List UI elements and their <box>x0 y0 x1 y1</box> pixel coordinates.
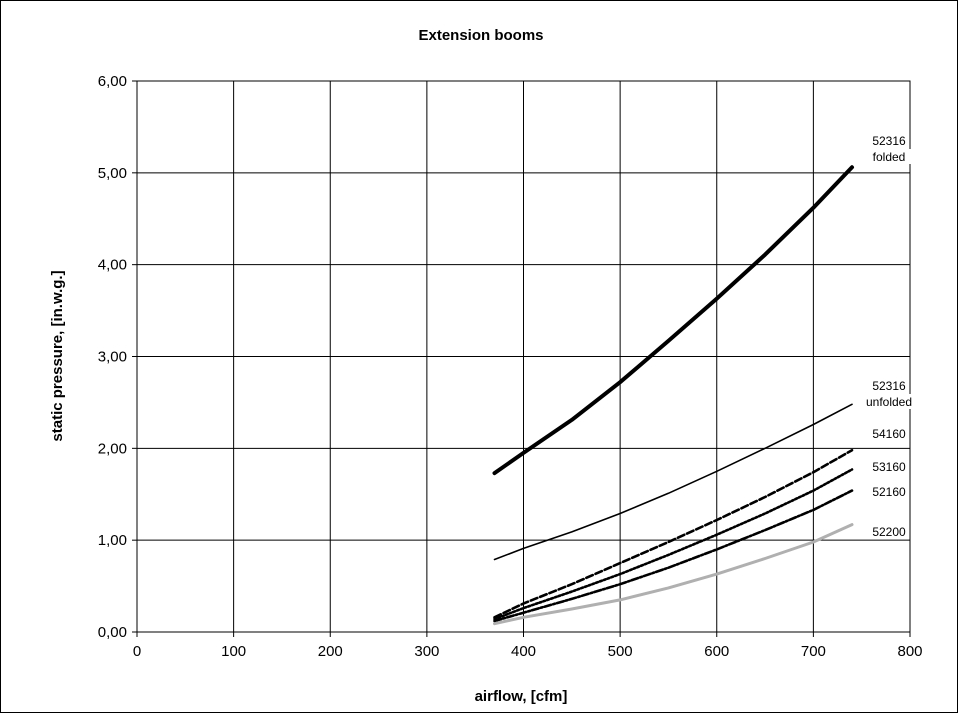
x-tick-label: 600 <box>704 643 729 660</box>
x-tick-label: 300 <box>414 643 439 660</box>
grid-lines <box>137 81 910 632</box>
x-tick-label: 700 <box>801 643 826 660</box>
series-label: 52200 <box>872 525 906 539</box>
series-line <box>493 523 854 626</box>
y-axis-title: static pressure, [in.w.g.] <box>49 270 66 441</box>
x-tick-label: 200 <box>318 643 343 660</box>
x-axis-title: airflow, [cfm] <box>475 688 568 705</box>
series-label-bg <box>870 459 908 474</box>
series-line <box>493 403 853 561</box>
series-line <box>493 448 854 619</box>
series-label: 53160 <box>872 460 906 474</box>
y-tick-label: 4,00 <box>98 257 127 274</box>
series-line <box>492 165 854 476</box>
y-tick-label: 0,00 <box>98 624 127 641</box>
axes: 0 100 200 300 400 500 600 700 800 0,00 1,00 2,00 3,0… <box>98 73 923 660</box>
series-label: folded <box>873 150 906 164</box>
series-label: 54160 <box>872 427 906 441</box>
series-label: 52316 <box>872 134 906 148</box>
series-label: unfolded <box>866 395 912 409</box>
x-tick-label: 0 <box>133 643 141 660</box>
y-tick-label: 6,00 <box>98 73 127 90</box>
y-tick-label: 2,00 <box>98 440 127 457</box>
y-tick-label: 1,00 <box>98 532 127 549</box>
chart-title: Extension booms <box>418 27 543 44</box>
series-labels: 52316 folded 52316 unfolded 54160 53160 52160 5… <box>859 133 919 539</box>
series-line <box>493 468 854 621</box>
x-tick-label: 400 <box>511 643 536 660</box>
series-lines <box>492 165 854 626</box>
series-line <box>493 489 854 623</box>
series-label-bg <box>870 133 908 148</box>
y-tick-label: 3,00 <box>98 349 127 366</box>
series-label-bg <box>870 524 908 539</box>
series-label-bg <box>859 394 919 409</box>
series-label-bg <box>866 149 912 164</box>
x-tick-label: 800 <box>897 643 922 660</box>
series-label: 52160 <box>872 485 906 499</box>
y-tick-label: 5,00 <box>98 165 127 182</box>
x-tick-label: 500 <box>608 643 633 660</box>
series-label: 52316 <box>872 379 906 393</box>
series-label-bg <box>870 484 908 499</box>
series-label-bg <box>870 378 908 393</box>
series-label-bg <box>870 426 908 441</box>
x-tick-label: 100 <box>221 643 246 660</box>
